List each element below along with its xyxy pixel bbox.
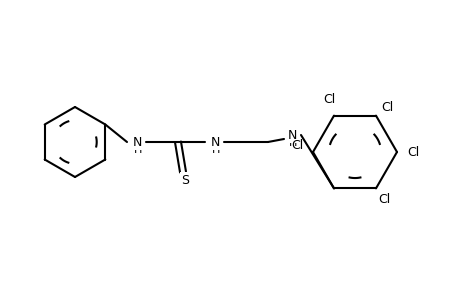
Text: H: H (288, 138, 297, 148)
Text: S: S (180, 173, 189, 187)
Text: H: H (134, 145, 142, 155)
Text: H: H (211, 145, 220, 155)
Text: Cl: Cl (290, 139, 302, 152)
Text: Cl: Cl (322, 93, 335, 106)
Text: Cl: Cl (377, 193, 389, 206)
Text: N: N (210, 136, 219, 148)
Text: N: N (132, 136, 141, 148)
Text: Cl: Cl (406, 146, 418, 158)
Text: N: N (287, 128, 296, 142)
Text: Cl: Cl (380, 101, 392, 114)
